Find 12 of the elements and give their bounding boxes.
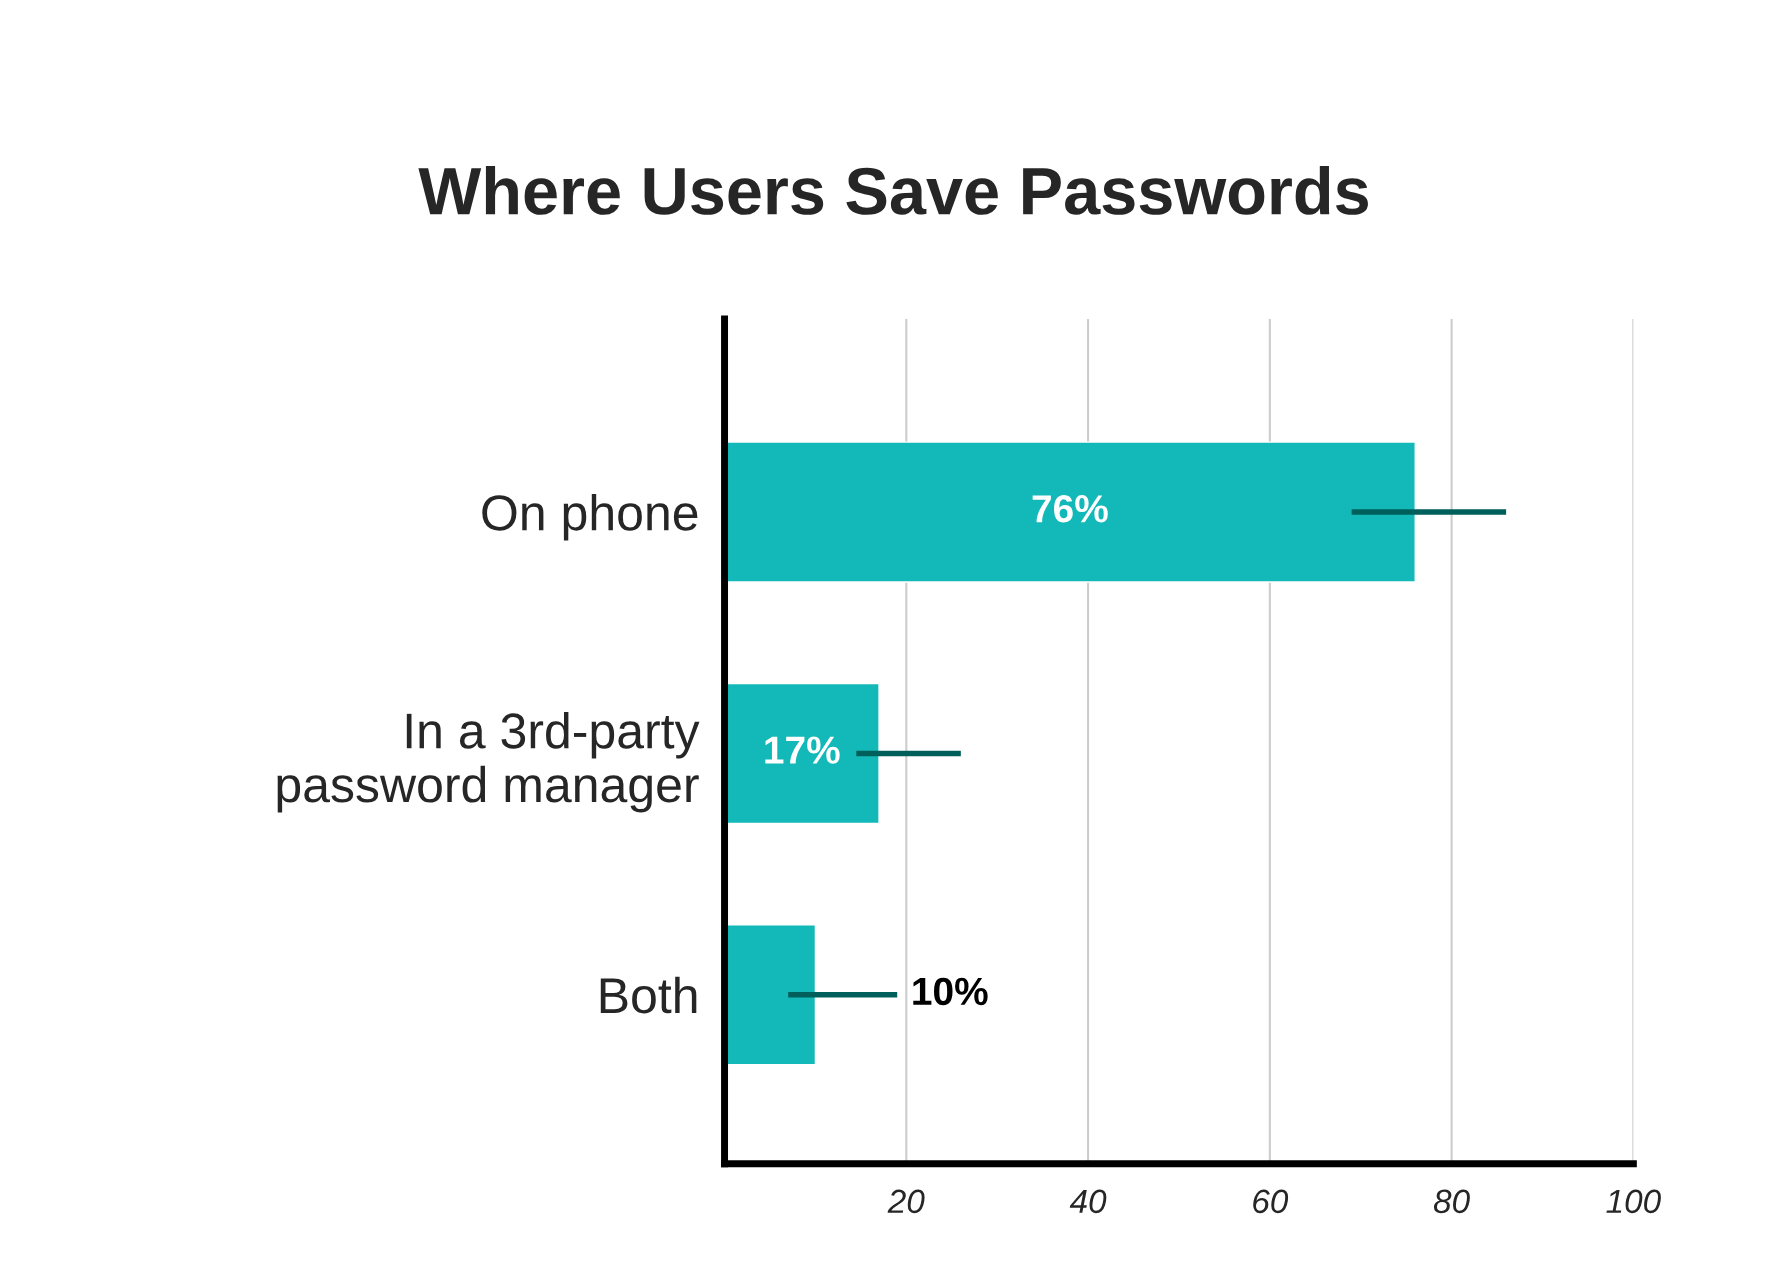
- x-tick-label: 20: [887, 1189, 925, 1214]
- y-tick-label: In a 3rd-party password manager: [277, 712, 700, 813]
- y-tick-label: Both: [600, 976, 697, 1014]
- data-label: 17%: [765, 736, 840, 764]
- y-tick-label: On phone: [482, 493, 698, 541]
- data-label: 76%: [1032, 494, 1108, 523]
- x-tick-label: 80: [1433, 1189, 1470, 1214]
- chart-title: Where Users Save Passwords: [418, 165, 1368, 215]
- data-label: 10%: [913, 977, 988, 1006]
- x-tick-label: 60: [1253, 1189, 1289, 1214]
- x-tick-label: 40: [1069, 1189, 1107, 1214]
- x-tick-label: 100: [1606, 1189, 1661, 1214]
